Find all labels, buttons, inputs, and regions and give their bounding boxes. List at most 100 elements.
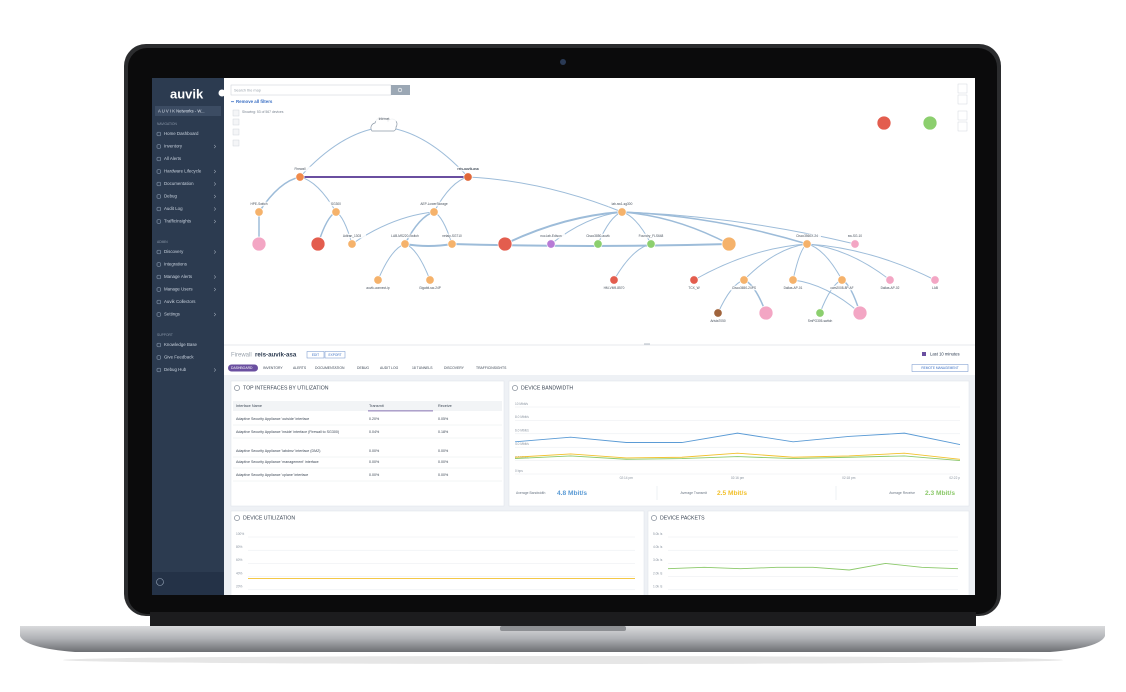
nav-item[interactable]: Knowledge Base [164, 342, 198, 347]
nav-item[interactable]: Settings [164, 312, 181, 317]
table-header-bg [233, 401, 502, 411]
device-node[interactable] [876, 115, 892, 131]
map-link [467, 176, 623, 213]
device-node[interactable] [546, 239, 556, 249]
device-node[interactable] [254, 207, 264, 217]
card-icon [651, 515, 657, 521]
device-node[interactable] [885, 275, 895, 285]
map-tool[interactable] [232, 109, 240, 117]
sidebar-footer [152, 572, 224, 595]
nav-item[interactable]: Inventory [164, 144, 183, 149]
header-button[interactable] [324, 351, 346, 359]
nav-item[interactable]: Debug [164, 194, 177, 199]
remove-filters[interactable]: Remove all filters [236, 99, 273, 104]
tab[interactable]: ALERTS [293, 366, 307, 370]
device-node[interactable] [788, 275, 798, 285]
device-node[interactable] [930, 275, 940, 285]
node-label: Dallas-AP-01 [784, 286, 803, 290]
device-node[interactable] [713, 308, 723, 318]
device-node[interactable] [758, 305, 774, 321]
map-tool[interactable] [232, 118, 240, 126]
tab[interactable]: TRAFFICINSIGHTS [476, 366, 507, 370]
x-tick-label: 02:18 pm [842, 476, 856, 480]
tab[interactable]: INVENTORY [263, 366, 283, 370]
zoom-control[interactable] [957, 121, 968, 132]
zoom-control[interactable] [957, 83, 968, 94]
zoom-control[interactable] [957, 110, 968, 121]
account-name: A U V I K Networks - W... [158, 109, 205, 114]
map-tool[interactable] [232, 139, 240, 147]
nav-item[interactable]: Auvik Collectors [164, 299, 196, 304]
table-cell: 0.00% [438, 460, 449, 464]
node-label: LAB-MS220-Switch [391, 234, 419, 238]
zoom-control[interactable] [957, 94, 968, 105]
device-node[interactable] [347, 239, 357, 249]
node-label: HM-VM9-8570 [604, 286, 625, 290]
tab[interactable]: DASHBOARD [231, 366, 253, 370]
nav-item[interactable]: Home Dashboard [164, 131, 199, 136]
search-button[interactable] [391, 85, 410, 95]
table-cell: 0.20% [369, 417, 380, 421]
table-cell: 0.18% [438, 430, 449, 434]
nav-item[interactable]: Integrations [164, 262, 188, 267]
tab[interactable]: AUDIT LOG [380, 366, 399, 370]
tab[interactable]: DISCOVERY [444, 366, 465, 370]
tab[interactable]: DEBUG [357, 366, 369, 370]
header-button[interactable] [306, 351, 325, 359]
remote-button[interactable] [911, 364, 969, 372]
device-node[interactable] [721, 236, 737, 252]
tab[interactable]: DOCUMENTATION [315, 366, 345, 370]
device-node[interactable] [400, 239, 410, 249]
account-select[interactable] [155, 106, 221, 116]
device-node[interactable] [739, 275, 749, 285]
node-label-bg [584, 233, 612, 239]
device-node[interactable] [617, 207, 627, 217]
nav-item[interactable]: Documentation [164, 181, 194, 186]
tab[interactable]: 18 TUNNELS [412, 366, 433, 370]
device-node[interactable] [689, 275, 699, 285]
device-node[interactable] [373, 275, 383, 285]
nav-item[interactable]: Manage Users [164, 287, 193, 292]
nav-item[interactable]: All Alerts [164, 156, 182, 161]
time-range: Last 10 minutes [930, 352, 960, 357]
device-node[interactable] [251, 236, 267, 252]
nav-item[interactable]: Hardware Lifecycle [164, 169, 202, 174]
device-node[interactable] [497, 236, 513, 252]
device-node[interactable] [837, 275, 847, 285]
device-node[interactable] [447, 239, 457, 249]
nav-item[interactable]: Manage Alerts [164, 274, 193, 279]
header-button-label: EXPORT [328, 353, 341, 357]
device-node[interactable] [852, 305, 868, 321]
device-node[interactable] [425, 275, 435, 285]
device-node[interactable] [429, 207, 439, 217]
nav-item[interactable]: Audit Log [164, 206, 183, 211]
collapse-button[interactable] [218, 89, 226, 97]
node-label-bg [828, 285, 856, 291]
map-link [743, 243, 808, 281]
device-node[interactable] [802, 239, 812, 249]
node-label-bg [704, 318, 732, 324]
device-node[interactable] [850, 239, 860, 249]
nav-item[interactable]: TrafficInsights [164, 219, 192, 224]
nav-item[interactable]: Discovery [164, 249, 184, 254]
device-node[interactable] [593, 239, 603, 249]
nav-chevron [213, 219, 217, 224]
nav-item[interactable]: Debug Hub [164, 367, 187, 372]
device-node[interactable] [922, 115, 938, 131]
nav-icon [156, 249, 161, 255]
device-node[interactable] [295, 172, 305, 182]
section-heading: ADMIN [157, 240, 168, 244]
device-node[interactable] [609, 275, 619, 285]
table-cell: Adaptive Security Appliance 'outside' in… [236, 417, 309, 421]
device-node[interactable] [463, 172, 473, 182]
card [508, 380, 970, 507]
device-node[interactable] [331, 207, 341, 217]
device-node[interactable] [310, 236, 326, 252]
nav-icon [156, 262, 161, 267]
device-node[interactable] [646, 239, 656, 249]
map-link [550, 211, 623, 245]
map-tool[interactable] [232, 128, 240, 136]
nav-item[interactable]: Give Feedback [164, 355, 194, 360]
device-node[interactable] [815, 308, 825, 318]
